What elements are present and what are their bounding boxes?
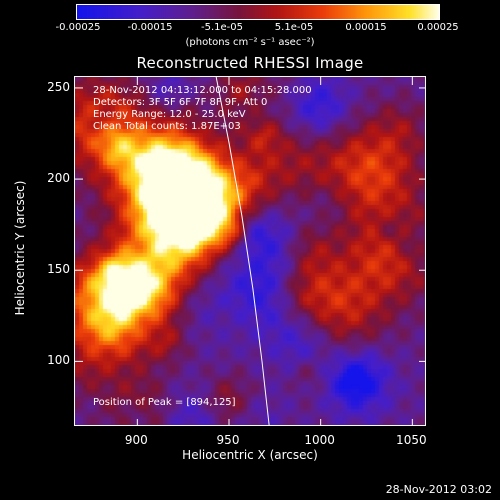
colorbar-tick-label: -0.00025 (55, 22, 101, 33)
colorbar-tick-label: -5.1e-05 (201, 22, 243, 33)
colorbar-tick-label: 0.00015 (345, 22, 387, 33)
y-axis-label: Heliocentric Y (arcsec) (13, 180, 27, 316)
info-energy: Energy Range: 12.0 - 25.0 keV (93, 109, 246, 120)
overlay-svg (75, 77, 425, 425)
colorbar-tick-label: -0.00015 (127, 22, 173, 33)
x-tick-marks (136, 77, 413, 425)
info-peak: Position of Peak = [894,125] (93, 397, 236, 408)
y-tick-label: 100 (47, 353, 70, 368)
x-tick-label: 950 (216, 433, 240, 447)
info-time: 28-Nov-2012 04:13:12.000 to 04:15:28.000 (93, 85, 312, 96)
colorbar-tick-label: 0.00025 (417, 22, 459, 33)
x-tick-label: 1000 (304, 433, 335, 447)
x-tick-label: 900 (124, 433, 148, 447)
y-tick-label: 200 (47, 171, 70, 186)
plot-area: 28-Nov-2012 04:13:12.000 to 04:15:28.000… (74, 76, 426, 426)
solar-limb-line (215, 77, 270, 425)
y-tick-marks (75, 87, 425, 362)
colorbar-units: (photons cm⁻² s⁻¹ asec⁻²) (185, 37, 315, 48)
colorbar (76, 4, 440, 20)
colorbar-tick-label: 5.1e-05 (274, 22, 314, 33)
x-axis-label: Heliocentric X (arcsec) (182, 448, 318, 462)
heatmap-image (75, 77, 425, 425)
info-detectors: Detectors: 3F 5F 6F 7F 8F 9F, Att 0 (93, 97, 268, 108)
info-clean: Clean Total counts: 1.87E+03 (93, 121, 241, 132)
footer-timestamp: 28-Nov-2012 03:02 (385, 483, 492, 496)
chart-title: Reconstructed RHESSI Image (136, 54, 364, 72)
x-tick-label: 1050 (396, 433, 427, 447)
y-tick-label: 150 (47, 262, 70, 277)
y-tick-label: 250 (47, 79, 70, 94)
